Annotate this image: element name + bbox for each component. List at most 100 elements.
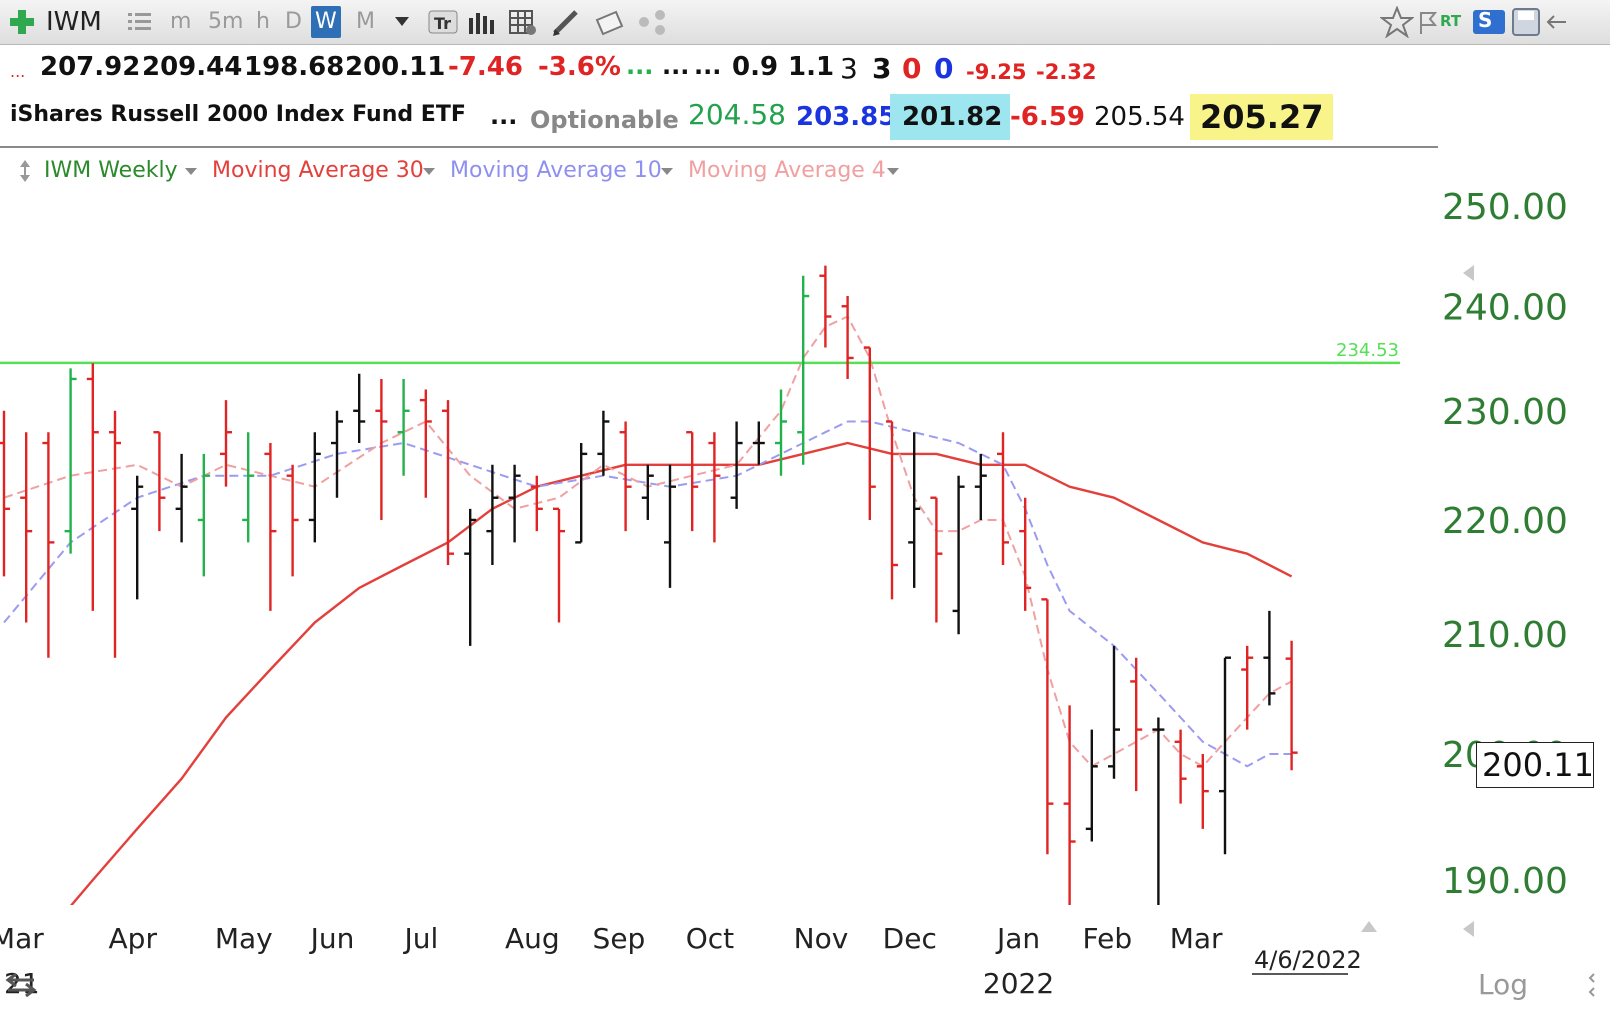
- ohlc-bar: [597, 410, 610, 476]
- y-tick-label: 250.00: [1442, 187, 1568, 228]
- chart-legend: IWM Weekly Moving Average 30 Moving Aver…: [0, 158, 1000, 188]
- realtime-badge[interactable]: RT: [1440, 12, 1462, 30]
- share-icon[interactable]: [636, 8, 670, 36]
- ohlc-bar: [419, 389, 432, 498]
- ma4-line: [3, 315, 1293, 768]
- chevron-down-icon[interactable]: [422, 167, 436, 177]
- ohlc-bar: [575, 443, 588, 544]
- x-tick-label: Nov: [794, 922, 849, 955]
- price-6: 205.27: [1190, 94, 1334, 140]
- pan-arrows-icon[interactable]: [4, 970, 38, 1000]
- price-4: -6.59: [1010, 102, 1085, 132]
- ohlc-bar: [1019, 497, 1032, 611]
- timeframe-week[interactable]: W: [311, 6, 341, 38]
- toolbar: IWM m 5m h D W M Tr RT S: [0, 0, 1610, 45]
- count-2: 3: [872, 52, 892, 85]
- timeframe-hour[interactable]: h: [256, 9, 270, 34]
- ohlc-bar: [1108, 645, 1120, 779]
- timeframe-day[interactable]: D: [285, 9, 302, 34]
- table-icon[interactable]: [508, 8, 538, 36]
- last-price-label: 200.11: [1482, 746, 1594, 784]
- flag-icon[interactable]: [1418, 10, 1438, 36]
- expand-icon[interactable]: [1546, 6, 1568, 38]
- add-symbol-icon[interactable]: [8, 8, 36, 36]
- timeframe-month[interactable]: M: [356, 9, 375, 34]
- ohlc-bar: [974, 453, 987, 520]
- chevron-down-icon[interactable]: [886, 167, 900, 177]
- last-price-box: [1476, 742, 1594, 788]
- value-1: 0.9: [732, 52, 779, 82]
- x-tick-label: Feb: [1083, 922, 1133, 955]
- chevron-down-icon[interactable]: [184, 167, 198, 177]
- svg-text:Tr: Tr: [434, 14, 451, 33]
- price-3: 201.82: [890, 94, 1011, 140]
- low-price: 198.68: [244, 52, 345, 82]
- resize-arrows-icon[interactable]: [1588, 970, 1606, 1000]
- ohlc-bar: [797, 275, 810, 465]
- ohlc-bar: [1085, 729, 1098, 842]
- ohlc-bar: [1174, 729, 1187, 804]
- legend-ma10[interactable]: Moving Average 10: [450, 158, 662, 183]
- ohlc-bar: [0, 410, 10, 577]
- x-tick-label: Jan: [995, 922, 1040, 955]
- timeframe-minute[interactable]: m: [170, 9, 192, 34]
- move-handle-icon[interactable]: [18, 160, 32, 182]
- ohlc-bar: [997, 432, 1009, 566]
- x-tick-label: May: [215, 922, 273, 955]
- x-tick-label: Aug: [505, 922, 560, 955]
- notes-icon[interactable]: [594, 8, 626, 36]
- ohlc-bar: [1241, 645, 1254, 730]
- name-ellipsis: ...: [490, 102, 518, 130]
- ohlc-bar: [730, 421, 743, 509]
- scan-label: S: [1478, 8, 1493, 32]
- save-icon[interactable]: [1510, 6, 1542, 38]
- star-icon[interactable]: [1380, 6, 1414, 38]
- ohlc-bar: [153, 431, 166, 532]
- legend-ma4[interactable]: Moving Average 4: [688, 158, 886, 183]
- ohlc-bar: [20, 432, 33, 623]
- optionable-label: Optionable: [530, 106, 679, 134]
- ohlc-bar: [331, 410, 343, 498]
- value-2: 1.1: [788, 52, 835, 82]
- list-icon[interactable]: [126, 10, 154, 34]
- log-scale-toggle[interactable]: Log: [1478, 968, 1529, 1001]
- ohlc-bar: [64, 368, 77, 554]
- x-tick-label: Mar: [1170, 922, 1223, 955]
- y-tick-label: 220.00: [1442, 501, 1568, 542]
- ohlc-bar: [486, 464, 499, 566]
- ohlc-bar: [1263, 610, 1276, 706]
- resistance-label: 234.53: [1336, 340, 1399, 361]
- bar-chart-icon[interactable]: [466, 8, 496, 36]
- ellipsis-1: ...: [662, 52, 690, 80]
- price-1: 204.58: [688, 98, 786, 131]
- x-tick-label: Apr: [109, 922, 158, 955]
- timeframe-5min[interactable]: 5m: [208, 9, 244, 34]
- ohlc-bar: [353, 373, 366, 444]
- legend-series-main[interactable]: IWM Weekly: [44, 158, 178, 183]
- chevron-down-icon[interactable]: [394, 16, 410, 28]
- scan-icon[interactable]: [1472, 8, 1506, 36]
- chevron-down-icon[interactable]: [660, 167, 674, 177]
- ohlc-bar: [641, 464, 654, 520]
- price-2: 203.85: [796, 102, 897, 132]
- ohlc-bar: [197, 453, 210, 577]
- ohlc-bar: [775, 389, 787, 476]
- text-tool-icon[interactable]: Tr: [428, 8, 458, 36]
- x-tick-label: Sep: [593, 922, 646, 955]
- ohlc-bar: [530, 475, 543, 532]
- ohlc-bar: [952, 475, 965, 635]
- ohlc-bar: [508, 464, 521, 543]
- symbol-label[interactable]: IWM: [46, 7, 102, 37]
- x-tick-label: Dec: [883, 922, 937, 955]
- ohlc-bar: [264, 443, 277, 611]
- ohlc-bar: [86, 363, 99, 611]
- pencil-icon[interactable]: [550, 6, 582, 38]
- ohlc-bar: [1196, 754, 1209, 829]
- scroll-up-icon[interactable]: [1360, 920, 1378, 934]
- y-tick-label: 190.00: [1442, 861, 1568, 902]
- scroll-arrow-icon[interactable]: [1462, 264, 1476, 282]
- scroll-arrow-icon[interactable]: [1462, 920, 1476, 938]
- legend-ma30[interactable]: Moving Average 30: [212, 158, 424, 183]
- date-label: 4/6/2022: [1254, 946, 1362, 974]
